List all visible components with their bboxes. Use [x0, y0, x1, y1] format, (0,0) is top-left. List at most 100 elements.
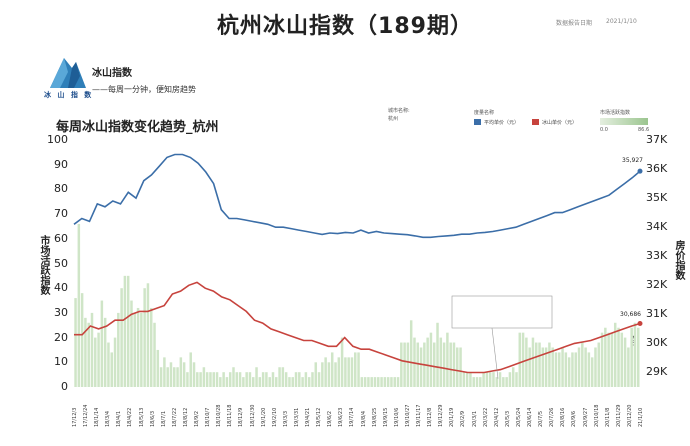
- activity-bar: [284, 372, 288, 387]
- city-filter-value[interactable]: 杭州: [388, 116, 399, 122]
- tooltip-box: [451, 295, 553, 329]
- activity-bar: [90, 312, 94, 387]
- activity-bar: [311, 372, 314, 387]
- activity-bar: [436, 322, 439, 387]
- activity-bar: [386, 377, 390, 387]
- activity-bar: [475, 377, 479, 387]
- activity-bar: [202, 367, 206, 387]
- y-left-tick: 0: [61, 380, 68, 393]
- activity-bar: [209, 372, 212, 387]
- iceberg-price-legend-swatch[interactable]: [532, 119, 539, 125]
- activity-bar: [173, 367, 176, 387]
- brand-name: 冰山指数: [92, 68, 132, 79]
- activity-bar: [113, 337, 117, 387]
- activity-bar: [126, 275, 130, 387]
- y-right-tick: 37K: [646, 133, 668, 146]
- activity-bar: [604, 327, 607, 387]
- scale-max: 86.6: [638, 127, 650, 133]
- activity-bar: [505, 377, 508, 387]
- activity-bar: [548, 342, 551, 387]
- activity-bar: [508, 372, 512, 387]
- activity-bar: [396, 377, 400, 387]
- activity-bar: [373, 377, 377, 387]
- activity-bar: [169, 362, 173, 387]
- activity-bar: [77, 223, 81, 387]
- iceberg-price-legend-label: 冰山单价（元）: [542, 120, 578, 126]
- activity-bar: [330, 352, 334, 387]
- y-left-tick: 70: [54, 207, 68, 221]
- activity-bar: [535, 342, 538, 387]
- y-right-tick: 32K: [646, 278, 668, 292]
- y-right-axis-title: 房价指数: [673, 240, 684, 280]
- y-left-tick: 100: [47, 133, 68, 146]
- activity-bar: [531, 337, 535, 387]
- activity-bar: [298, 372, 301, 387]
- activity-bar: [380, 377, 383, 387]
- activity-bar: [607, 332, 610, 387]
- activity-bar: [103, 317, 107, 387]
- activity-bar: [459, 347, 462, 387]
- iceberg-price-end-point: [637, 320, 643, 326]
- report-date-value: 2021/1/10: [606, 18, 637, 25]
- activity-bar: [182, 362, 186, 387]
- activity-bar: [627, 347, 630, 387]
- activity-bar: [498, 372, 502, 387]
- y-left-tick: 40: [54, 281, 68, 295]
- activity-bar: [238, 372, 242, 387]
- activity-bar: [87, 322, 90, 387]
- activity-bar: [511, 367, 515, 387]
- activity-bar: [452, 342, 456, 387]
- activity-bar: [219, 377, 222, 387]
- activity-bar: [159, 367, 163, 387]
- activity-bar: [554, 352, 558, 387]
- activity-bar: [416, 342, 420, 387]
- activity-bar: [107, 342, 110, 387]
- brand-slogan: ——每周一分钟，便知房趋势: [92, 85, 196, 94]
- y-right-tick: 30K: [646, 336, 668, 350]
- activity-bar: [232, 367, 235, 387]
- activity-bar: [521, 332, 525, 387]
- y-left-axis-title: 市场活跃指数: [38, 235, 49, 295]
- activity-bar: [577, 347, 581, 387]
- activity-bar: [446, 332, 449, 387]
- activity-bar: [334, 362, 337, 387]
- page-title: 杭州冰山指数（189期）: [217, 14, 473, 39]
- activity-bar: [130, 300, 133, 387]
- activity-bar: [228, 372, 232, 387]
- activity-bar: [541, 347, 545, 387]
- tooltip-pointer: [491, 327, 499, 379]
- activity-bar: [600, 332, 604, 387]
- avg-price-legend-swatch[interactable]: [474, 119, 481, 125]
- activity-bar: [620, 332, 624, 387]
- activity-bar: [456, 347, 459, 387]
- activity-bar: [350, 357, 354, 387]
- activity-bar: [242, 377, 245, 387]
- activity-bar: [613, 322, 617, 387]
- activity-bar: [245, 372, 248, 387]
- activity-bar: [429, 332, 433, 387]
- activity-bar: [133, 312, 137, 387]
- y-right-tick: 31K: [646, 307, 668, 321]
- activity-bar: [637, 327, 640, 387]
- activity-bar: [340, 337, 344, 387]
- activity-bar: [324, 357, 327, 387]
- y-right-tick: 35K: [646, 191, 668, 205]
- y-left-tick: 60: [54, 231, 68, 245]
- activity-bar: [80, 293, 84, 387]
- activity-bar: [186, 372, 189, 387]
- activity-bar: [258, 377, 262, 387]
- activity-bar: [307, 377, 311, 387]
- activity-bar: [189, 352, 192, 387]
- activity-bar: [610, 332, 614, 387]
- activity-bar: [587, 352, 591, 387]
- activity-bar: [149, 307, 153, 387]
- measure-name-label: 度量名称: [474, 110, 495, 116]
- activity-bar: [265, 372, 268, 387]
- activity-bar: [271, 372, 275, 387]
- activity-bar: [261, 372, 265, 387]
- activity-bar: [212, 372, 215, 387]
- activity-bar: [74, 298, 77, 387]
- activity-bar: [472, 377, 475, 387]
- activity-bar: [317, 372, 321, 387]
- avg-price-end-point: [637, 168, 643, 174]
